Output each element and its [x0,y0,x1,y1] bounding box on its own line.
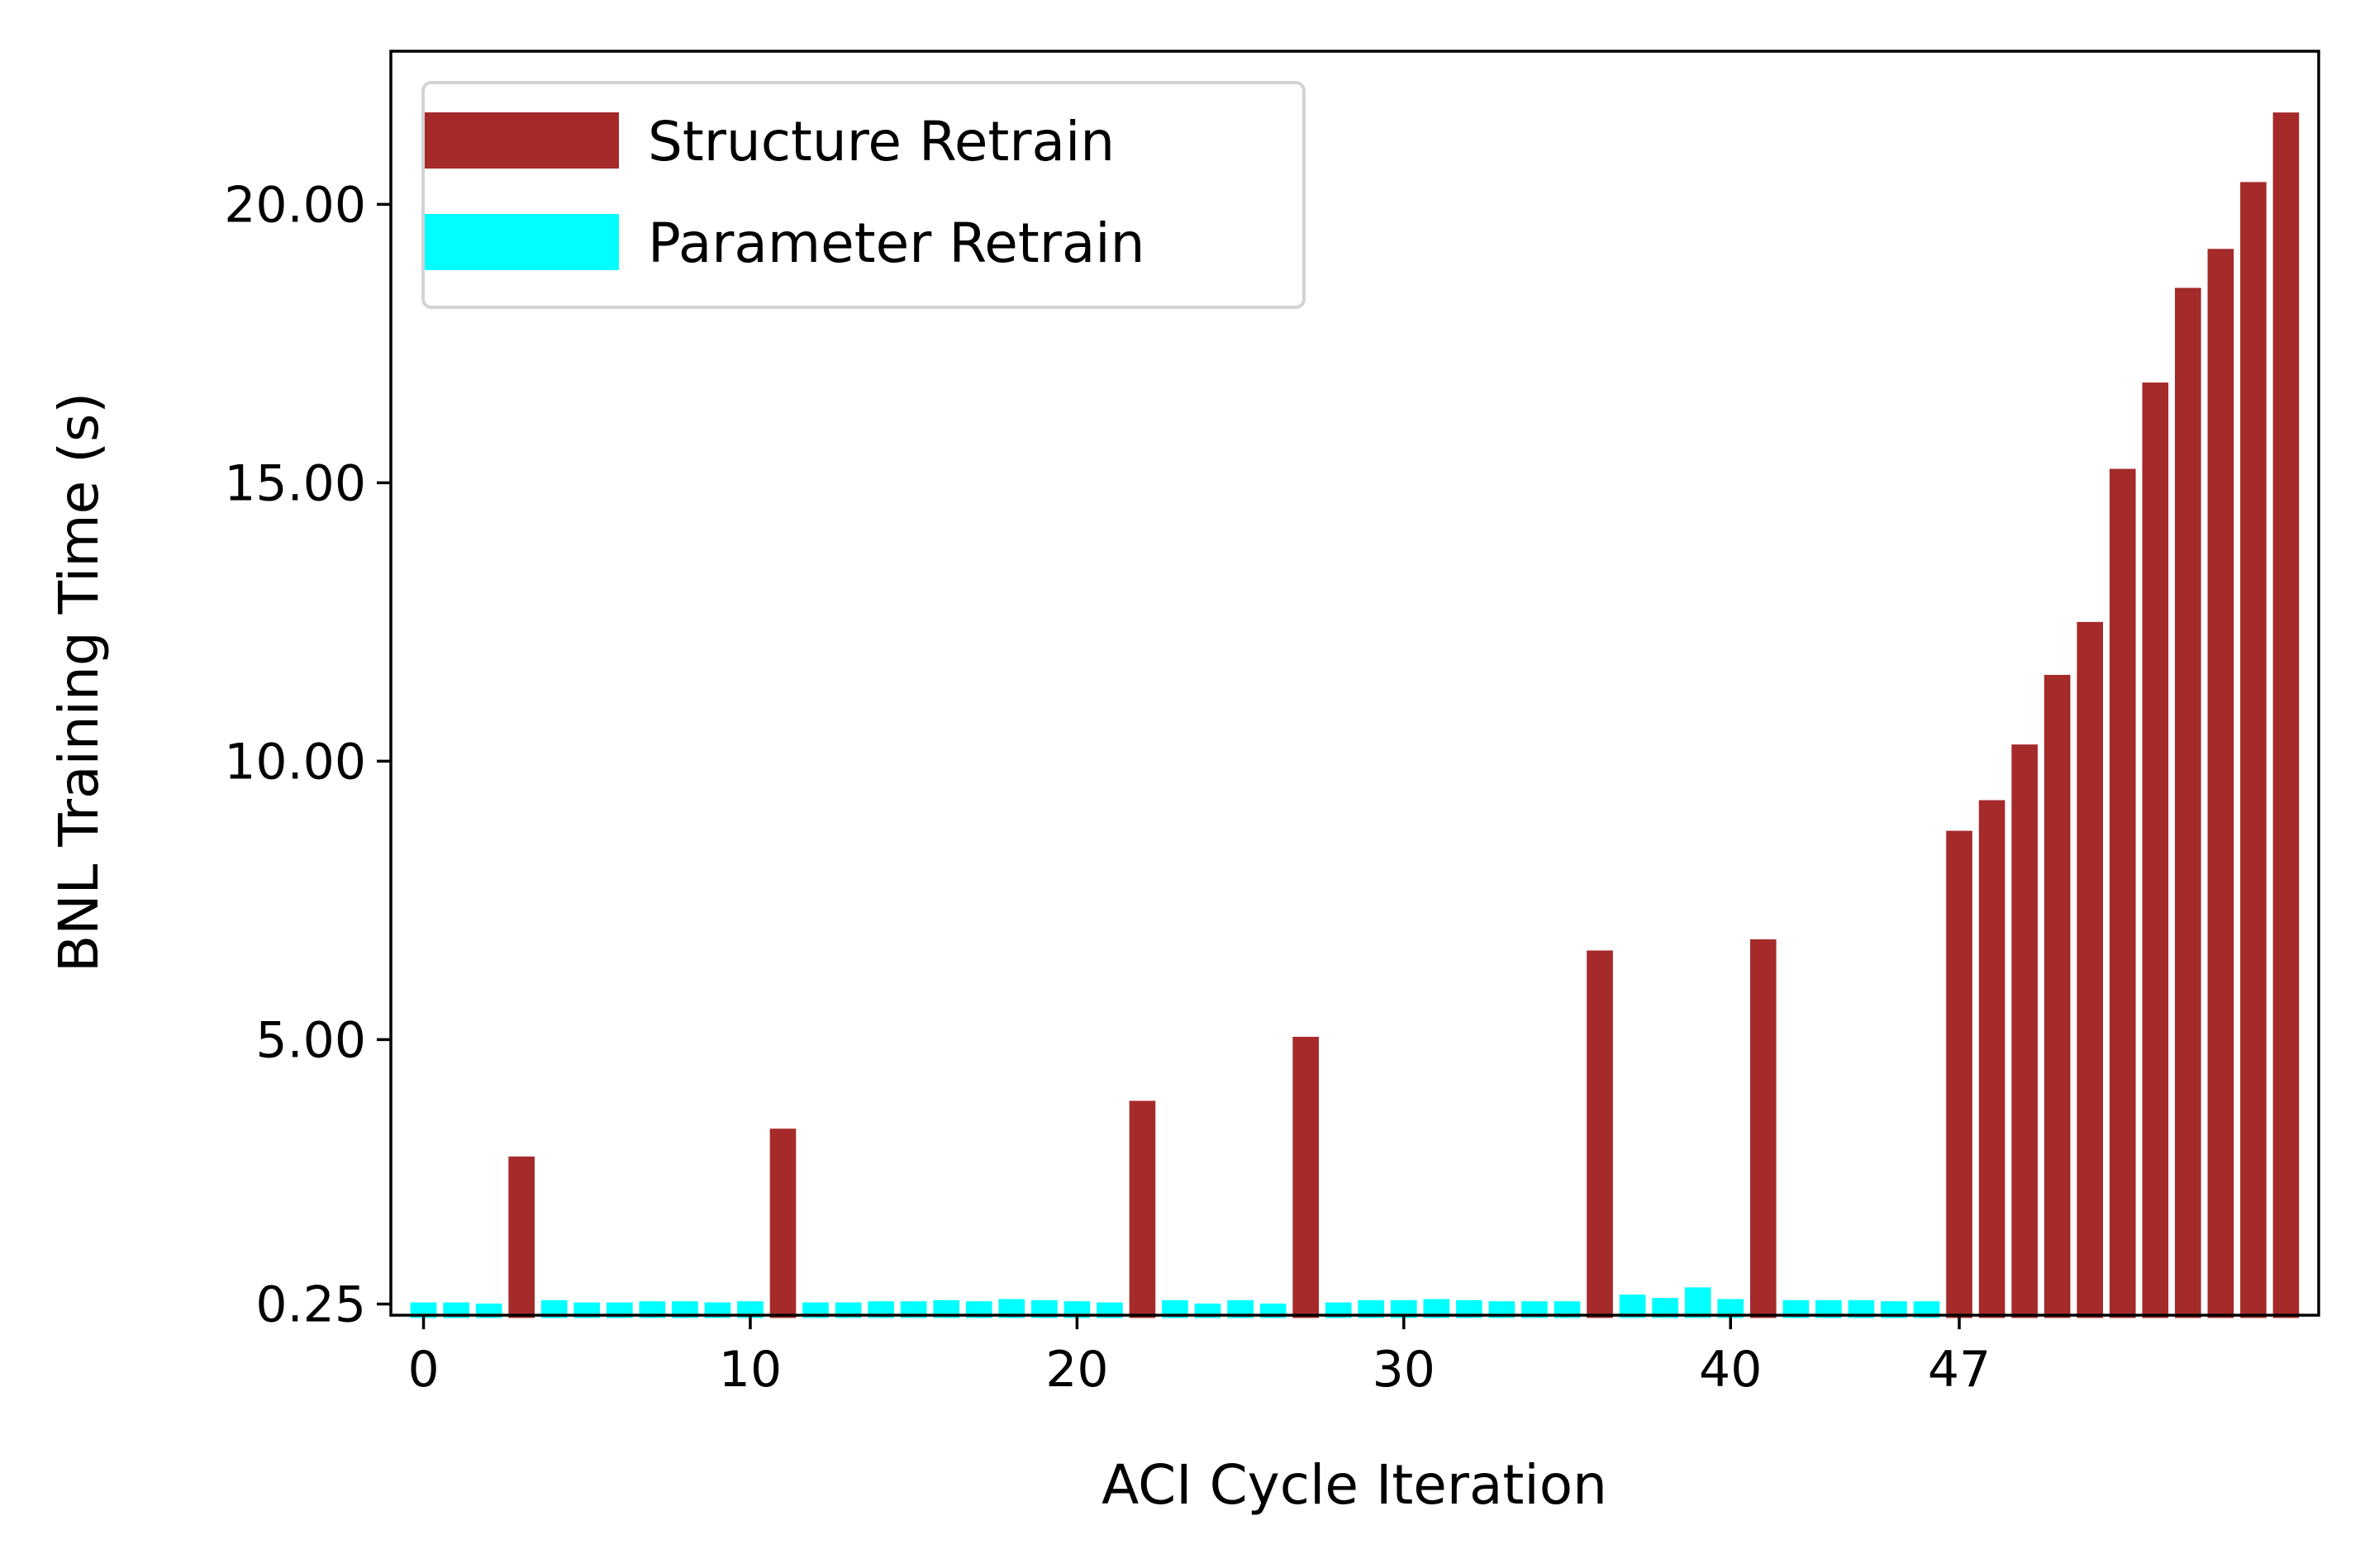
bar-structure-retrain-36 [1587,950,1613,1319]
x-tick-label: 47 [1928,1341,1991,1399]
bar-structure-retrain-52 [2109,468,2136,1319]
bar-parameter-retrain-19 [1031,1300,1058,1319]
x-tick-label: 10 [719,1341,782,1399]
y-tick-label: 15.00 [224,454,366,512]
bar-parameter-retrain-44 [1848,1300,1875,1319]
bar-structure-retrain-47 [1946,830,1972,1319]
legend-label-structure-retrain: Structure Retrain [648,110,1115,173]
bar-parameter-retrain-29 [1358,1300,1385,1319]
plot-frame [389,50,2320,1317]
bar-structure-retrain-27 [1292,1037,1319,1319]
bar-parameter-retrain-16 [933,1300,960,1319]
legend-swatch-structure-retrain [425,112,619,169]
legend-swatch-parameter-retrain [425,214,619,270]
bar-parameter-retrain-25 [1227,1300,1254,1319]
x-axis-label: ACI Cycle Iteration [1101,1453,1607,1517]
y-tick-label: 20.00 [224,176,366,234]
bar-structure-retrain-57 [2272,112,2300,1319]
bar-structure-retrain-49 [2011,744,2038,1319]
x-tick-label: 40 [1699,1341,1762,1399]
bar-parameter-retrain-30 [1391,1300,1417,1319]
y-axis: 0.25 5.00 10.00 15.00 20.00 [224,176,391,1334]
bar-structure-retrain-3 [508,1156,535,1319]
bar-structure-retrain-54 [2175,287,2201,1319]
x-tick-label: 20 [1045,1341,1108,1399]
bar-structure-retrain-11 [769,1128,797,1319]
bar-structure-retrain-51 [2077,621,2104,1319]
bar-parameter-retrain-18 [998,1299,1025,1319]
bar-parameter-retrain-23 [1162,1300,1188,1319]
y-axis-label: BNL Training Time (s) [47,392,111,972]
x-axis: 0 10 20 30 40 47 [407,1315,1991,1399]
y-tick-label: 0.25 [255,1276,366,1334]
bar-parameter-retrain-43 [1815,1300,1842,1319]
bar-structure-retrain-55 [2207,249,2234,1319]
bar-structure-retrain-50 [2044,674,2071,1319]
y-tick-label: 5.00 [255,1011,366,1069]
bar-parameter-retrain-31 [1423,1299,1450,1319]
bar-structure-retrain-53 [2142,382,2169,1319]
bar-parameter-retrain-39 [1684,1287,1711,1319]
bar-parameter-retrain-32 [1456,1300,1482,1319]
bar-parameter-retrain-42 [1782,1300,1810,1319]
x-tick-label: 0 [407,1341,439,1399]
legend-label-parameter-retrain: Parameter Retrain [648,211,1144,275]
y-tick-label: 10.00 [224,733,366,791]
bar-structure-retrain-41 [1749,939,1777,1319]
bar-structure-retrain-22 [1129,1100,1156,1319]
legend-box [421,81,1306,309]
bar-structure-retrain-56 [2240,182,2267,1319]
bar-parameter-retrain-40 [1717,1299,1744,1319]
bars-group [410,112,2300,1319]
x-tick-label: 30 [1373,1341,1435,1399]
bar-structure-retrain-48 [1978,800,2006,1319]
legend: Structure Retrain Parameter Retrain [421,81,1306,309]
bar-parameter-retrain-4 [540,1300,568,1319]
